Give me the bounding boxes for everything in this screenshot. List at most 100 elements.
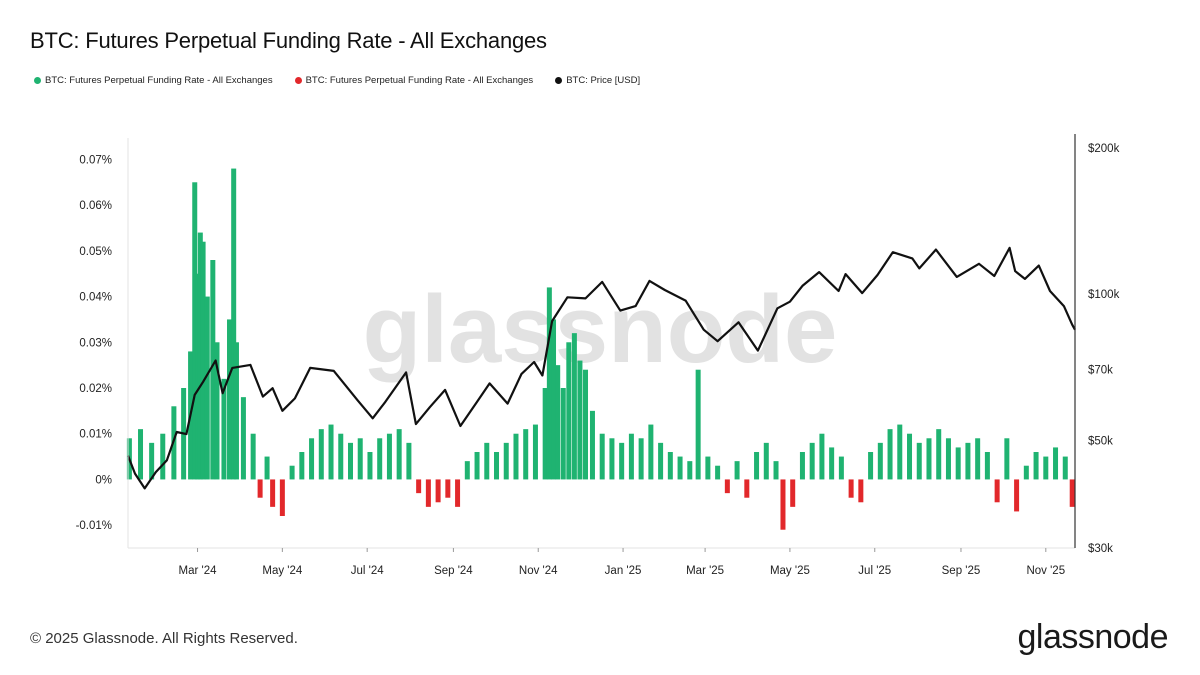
y-right-tick-label: $50k xyxy=(1088,435,1113,447)
funding-bar-positive xyxy=(887,429,893,480)
funding-bar-positive xyxy=(200,241,206,480)
funding-bar-positive xyxy=(619,442,625,480)
funding-bar-positive xyxy=(1053,447,1059,480)
funding-bar-positive xyxy=(386,433,392,480)
brand-logo: glassnode xyxy=(1017,618,1168,656)
price-line xyxy=(126,246,1076,490)
x-tick-label: Sep '25 xyxy=(942,565,981,577)
funding-bar-negative xyxy=(858,479,864,503)
funding-bar-positive xyxy=(799,452,805,480)
funding-bar-positive xyxy=(628,433,634,480)
funding-bar-positive xyxy=(338,433,344,480)
legend-item-price[interactable]: BTC: Price [USD] xyxy=(555,75,640,86)
funding-bar-positive xyxy=(367,452,373,480)
funding-bar-positive xyxy=(754,452,760,480)
y-left-tick-label: 0.05% xyxy=(79,246,112,258)
page-title: BTC: Futures Perpetual Funding Rate - Al… xyxy=(30,28,547,53)
funding-bar-positive xyxy=(838,456,844,480)
funding-bar-positive xyxy=(715,465,721,480)
funding-bar-positive xyxy=(1023,465,1029,480)
y-left-tick-label: -0.01% xyxy=(76,520,112,532)
funding-bar-positive xyxy=(695,369,701,480)
funding-bar-positive xyxy=(638,438,644,480)
funding-bar-positive xyxy=(560,388,566,480)
funding-bar-positive xyxy=(566,342,572,480)
funding-bar-positive xyxy=(318,429,324,480)
funding-bar-positive xyxy=(396,429,402,480)
funding-bar-positive xyxy=(532,424,538,480)
funding-bar-positive xyxy=(763,442,769,480)
funding-bar-positive xyxy=(599,433,605,480)
x-tick-label: May '25 xyxy=(770,565,810,577)
legend-item-funding-positive[interactable]: BTC: Futures Perpetual Funding Rate - Al… xyxy=(34,75,273,86)
funding-bar-negative xyxy=(1069,479,1075,507)
watermark: glassnode xyxy=(363,276,838,383)
funding-bar-positive xyxy=(197,232,203,480)
funding-bar-positive xyxy=(210,260,216,480)
funding-bar-negative xyxy=(257,479,263,498)
funding-bar-positive xyxy=(204,296,210,480)
price-line-group xyxy=(126,246,1076,490)
funding-bar-positive xyxy=(377,438,383,480)
funding-bar-positive xyxy=(667,452,673,480)
y-left-tick-label: 0.03% xyxy=(79,337,112,349)
funding-bar-positive xyxy=(240,397,246,480)
funding-bar-positive xyxy=(984,452,990,480)
funding-bar-positive xyxy=(347,442,353,480)
funding-bar-positive xyxy=(406,442,412,480)
funding-bar-positive xyxy=(138,429,144,480)
funding-bar-positive xyxy=(1033,452,1039,480)
legend-item-funding-negative[interactable]: BTC: Futures Perpetual Funding Rate - Al… xyxy=(294,75,533,86)
y-left-tick-label: 0.01% xyxy=(79,429,112,441)
funding-bar-positive xyxy=(648,424,654,480)
funding-bar-positive xyxy=(231,168,237,480)
funding-bar-positive xyxy=(819,433,825,480)
y-right-tick-label: $100k xyxy=(1088,289,1120,301)
funding-bar-positive xyxy=(571,333,577,480)
legend-dot-icon xyxy=(34,77,41,84)
funding-bar-positive xyxy=(926,438,932,480)
funding-bar-negative xyxy=(1014,479,1020,512)
funding-bar-negative xyxy=(455,479,461,507)
funding-bar-positive xyxy=(299,452,305,480)
x-tick-label: Mar '25 xyxy=(686,565,724,577)
funding-bar-positive xyxy=(221,378,227,480)
funding-bar-positive xyxy=(658,442,664,480)
legend-dot-icon xyxy=(294,77,302,84)
y-left-tick-label: 0.04% xyxy=(79,292,112,304)
y-right-tick-label: $70k xyxy=(1088,364,1113,376)
funding-bar-positive xyxy=(494,452,500,480)
y-left-tick-label: 0.07% xyxy=(79,154,112,166)
funding-bar-negative xyxy=(425,479,431,507)
funding-bar-positive xyxy=(897,424,903,480)
funding-bar-positive xyxy=(264,456,270,480)
funding-bar-positive xyxy=(484,442,490,480)
funding-bar-positive xyxy=(542,388,548,480)
funding-bar-positive xyxy=(227,319,233,480)
funding-bar-negative xyxy=(790,479,796,507)
funding-bar-negative xyxy=(994,479,1000,503)
funding-bar-positive xyxy=(705,456,711,480)
funding-bar-positive xyxy=(309,438,315,480)
funding-bar-positive xyxy=(907,433,913,480)
funding-bar-positive xyxy=(577,360,583,480)
y-right-tick-label: $200k xyxy=(1088,143,1120,155)
funding-bar-positive xyxy=(936,429,942,480)
funding-bar-positive xyxy=(868,452,874,480)
funding-bar-positive xyxy=(289,465,295,480)
funding-bar-negative xyxy=(445,479,451,498)
x-tick-label: Sep '24 xyxy=(434,565,473,577)
funding-bar-positive xyxy=(233,342,239,480)
chart-legend: BTC: Futures Perpetual Funding Rate - Al… xyxy=(34,75,640,86)
funding-bar-negative xyxy=(724,479,730,494)
x-tick-label: May '24 xyxy=(262,565,303,577)
funding-bar-positive xyxy=(809,442,815,480)
x-tick-label: Jan '25 xyxy=(605,565,642,577)
funding-bar-negative xyxy=(744,479,750,498)
axes: -0.01% 0% 0.01% 0.02% 0.03% 0.04% 0.05% 0.06% 0.… xyxy=(76,134,1120,577)
funding-bar-negative xyxy=(279,479,285,516)
funding-bar-negative xyxy=(848,479,854,498)
x-tick-label: Jul '24 xyxy=(351,565,384,577)
funding-bar-positive xyxy=(975,438,981,480)
